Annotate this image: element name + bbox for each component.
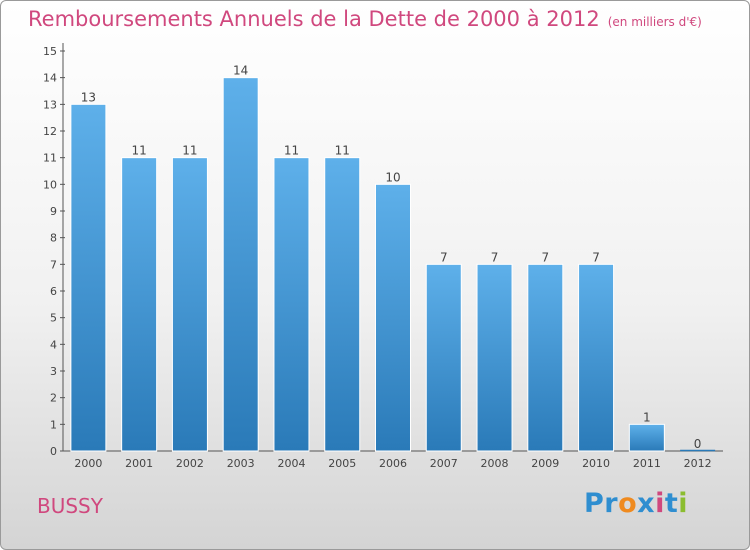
proxiti-logo: Proxiti: [584, 488, 689, 519]
value-label-2002: 11: [182, 144, 197, 158]
y-tick-label: 11: [43, 152, 57, 165]
bar-2009: [527, 263, 564, 452]
bar-2006: [375, 183, 411, 452]
x-tick-label-2012: 2012: [684, 457, 712, 470]
chart-title: Remboursements Annuels de la Dette de 20…: [28, 7, 702, 31]
x-tick-label-2007: 2007: [430, 457, 458, 470]
x-tick-label-2009: 2009: [531, 457, 559, 470]
value-label-2009: 7: [541, 250, 549, 264]
value-label-2008: 7: [491, 250, 499, 264]
y-tick-label: 7: [50, 258, 57, 271]
commune-name: BUSSY: [37, 494, 103, 518]
unit-note: (en milliers d'€): [607, 15, 702, 29]
value-label-2012: 0: [694, 437, 702, 451]
y-tick-label: 0: [50, 445, 57, 458]
y-tick-label: 4: [50, 338, 57, 351]
x-tick-label-2002: 2002: [176, 457, 204, 470]
value-label-2011: 1: [643, 410, 651, 424]
y-tick-label: 9: [50, 205, 57, 218]
bar-2011: [628, 423, 665, 452]
bar-2001: [121, 157, 158, 452]
x-tick-label-2010: 2010: [582, 457, 610, 470]
bar-2008: [476, 263, 513, 452]
value-label-2000: 13: [81, 90, 96, 104]
value-label-2004: 11: [284, 144, 299, 158]
value-label-2006: 10: [385, 170, 400, 184]
y-tick-label: 1: [50, 418, 57, 431]
x-tick-label-2008: 2008: [481, 457, 509, 470]
x-tick-label-2005: 2005: [328, 457, 356, 470]
x-tick-label-2006: 2006: [379, 457, 407, 470]
x-tick-label-2004: 2004: [277, 457, 305, 470]
x-tick-label-2003: 2003: [227, 457, 255, 470]
bar-2002: [171, 157, 208, 452]
y-tick-label: 14: [43, 72, 57, 85]
bar-2007: [425, 263, 462, 452]
bar-2005: [324, 157, 361, 452]
y-tick-label: 10: [43, 178, 57, 191]
bar-2000: [70, 103, 107, 452]
y-tick-label: 5: [50, 312, 57, 325]
y-tick-label: 3: [50, 365, 57, 378]
bar-2010: [578, 263, 615, 452]
y-tick-label: 15: [43, 45, 57, 58]
value-label-2001: 11: [132, 144, 147, 158]
x-tick-label-2000: 2000: [74, 457, 102, 470]
y-tick-label: 13: [43, 98, 57, 111]
value-label-2010: 7: [592, 250, 600, 264]
y-tick-label: 6: [50, 285, 57, 298]
y-tick-label: 2: [50, 392, 57, 405]
value-label-2007: 7: [440, 250, 448, 264]
value-label-2005: 11: [335, 144, 350, 158]
y-tick-label: 12: [43, 125, 57, 138]
y-tick-label: 8: [50, 232, 57, 245]
x-tick-label-2001: 2001: [125, 457, 153, 470]
x-tick-label-2011: 2011: [633, 457, 661, 470]
bar-2004: [273, 157, 310, 452]
bar-2003: [222, 77, 259, 452]
value-label-2003: 14: [233, 64, 248, 78]
